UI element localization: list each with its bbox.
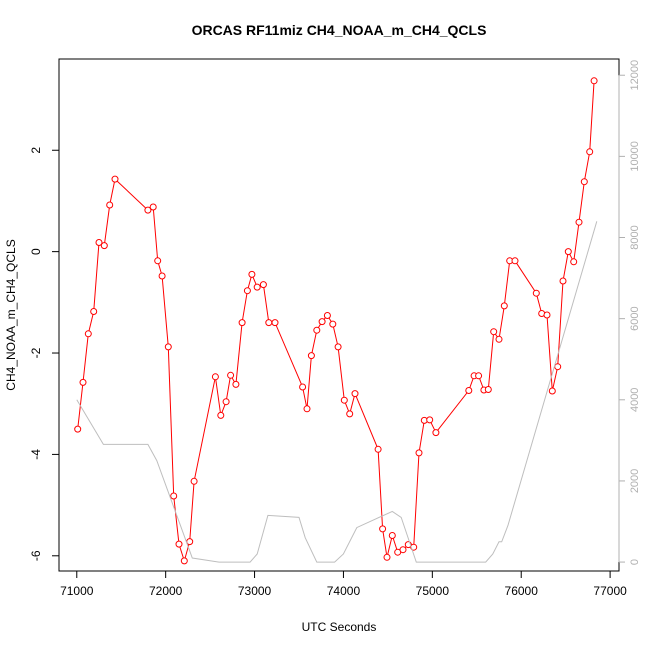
- data-point: [180, 557, 188, 565]
- y-tick-label: -2: [29, 347, 43, 358]
- data-point: [238, 319, 246, 327]
- data-point: [484, 386, 492, 393]
- data-point: [379, 525, 387, 533]
- data-point: [495, 335, 503, 343]
- data-point: [307, 352, 315, 360]
- data-point: [554, 363, 562, 371]
- data-point: [590, 77, 598, 85]
- y2-tick-label: 8000: [629, 225, 641, 249]
- data-point: [334, 343, 342, 351]
- series-layer: [74, 77, 598, 565]
- chart-title: ORCAS RF11miz CH4_NOAA_m_CH4_QCLS: [192, 22, 487, 38]
- x-axis-label: UTC Seconds: [302, 620, 377, 634]
- data-point: [543, 311, 551, 319]
- data-point: [351, 390, 359, 398]
- data-point: [500, 302, 508, 310]
- x-axis: 71000 72000 73000 74000 75000 76000 77000: [60, 570, 627, 598]
- data-point: [346, 410, 354, 418]
- x-tick-label: 76000: [505, 584, 539, 598]
- series-line-0: [77, 80, 595, 563]
- data-point: [271, 319, 279, 327]
- data-point: [243, 287, 251, 295]
- data-point: [564, 248, 572, 256]
- data-point: [154, 257, 162, 265]
- y2-tick-label: 6000: [629, 306, 641, 330]
- data-point: [90, 308, 98, 315]
- data-point: [303, 405, 311, 413]
- data-point: [532, 289, 540, 297]
- x-tick-label: 77000: [593, 584, 627, 598]
- data-point: [158, 272, 166, 280]
- data-point: [340, 396, 348, 404]
- data-point: [84, 330, 92, 338]
- y-axis-label: CH4_NOAA_m_CH4_QCLS: [4, 239, 18, 390]
- data-point: [374, 445, 382, 453]
- x-tick-label: 74000: [327, 584, 361, 598]
- y2-tick-label: 12000: [629, 60, 641, 91]
- data-point: [106, 201, 114, 209]
- data-point: [559, 277, 567, 285]
- data-point: [259, 281, 267, 289]
- data-point: [548, 387, 556, 395]
- y-axis: -6 -4 -2 0 2: [29, 147, 60, 561]
- data-point: [149, 203, 157, 211]
- data-point: [100, 242, 108, 250]
- data-point: [329, 320, 337, 328]
- data-point: [95, 239, 103, 246]
- data-point: [383, 553, 391, 561]
- y2-tick-label: 2000: [629, 469, 641, 493]
- x-tick-label: 73000: [238, 584, 272, 598]
- data-point: [399, 546, 407, 554]
- data-point: [586, 148, 594, 156]
- data-point: [164, 343, 172, 351]
- data-point: [227, 371, 235, 379]
- plot-frame: [58, 58, 620, 572]
- data-point: [232, 380, 240, 388]
- data-point: [426, 416, 434, 424]
- data-point: [313, 326, 321, 334]
- series-line-1: [76, 221, 598, 563]
- y-tick-label: 2: [29, 147, 43, 154]
- data-point: [465, 387, 473, 394]
- data-point: [170, 492, 178, 500]
- data-point: [475, 372, 483, 380]
- data-point: [432, 429, 440, 437]
- data-point: [570, 258, 578, 266]
- data-point: [265, 319, 273, 327]
- data-point: [190, 477, 198, 485]
- y2-tick-label: 4000: [629, 388, 641, 412]
- y2-axis: 0 2000 4000 6000 8000 10000 12000: [618, 60, 641, 565]
- data-point: [415, 449, 423, 457]
- data-point: [490, 328, 498, 336]
- x-tick-label: 71000: [60, 584, 94, 598]
- y2-tick-label: 0: [629, 559, 641, 565]
- x-tick-label: 75000: [416, 584, 450, 598]
- data-point: [575, 218, 583, 226]
- data-point: [144, 206, 152, 214]
- data-point: [217, 411, 225, 419]
- data-point: [111, 175, 119, 183]
- data-point: [175, 540, 183, 548]
- data-point: [222, 398, 230, 406]
- data-point: [580, 178, 588, 186]
- y-tick-label: -6: [29, 550, 43, 561]
- data-point: [323, 312, 331, 319]
- data-point: [388, 532, 396, 539]
- data-point: [511, 257, 519, 265]
- y2-tick-label: 10000: [629, 141, 641, 172]
- data-point: [248, 270, 256, 278]
- y-tick-label: 0: [29, 248, 43, 255]
- y-tick-label: -4: [29, 449, 43, 460]
- data-point: [299, 383, 307, 391]
- data-point: [318, 318, 326, 326]
- data-point: [74, 425, 82, 433]
- data-point: [79, 378, 87, 386]
- x-tick-label: 72000: [149, 584, 183, 598]
- data-point: [253, 283, 261, 291]
- data-point: [211, 373, 219, 381]
